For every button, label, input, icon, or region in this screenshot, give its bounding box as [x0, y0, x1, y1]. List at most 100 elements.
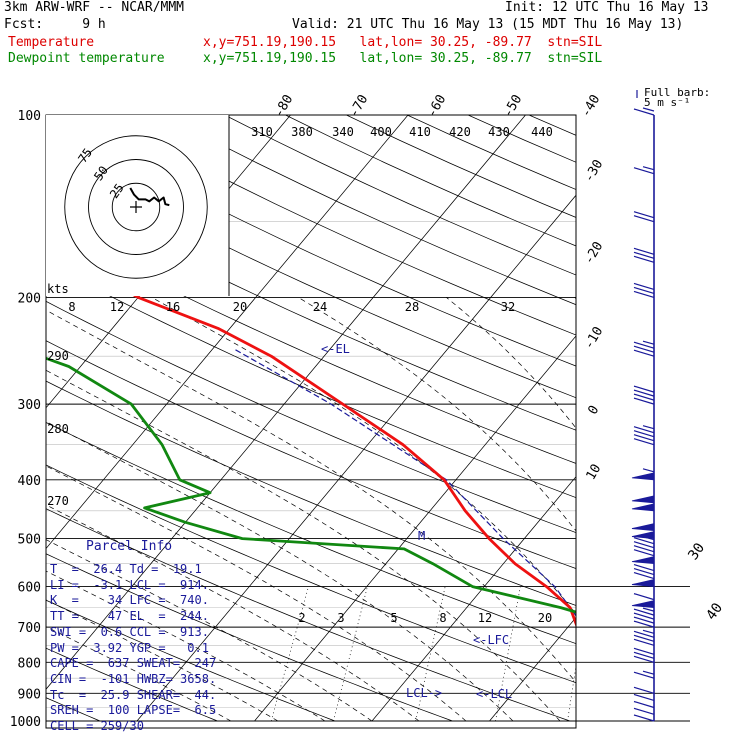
valid-time: Valid: 21 UTC Thu 16 May 13 (15 MDT Thu …: [292, 17, 684, 32]
barb-full: [633, 671, 655, 679]
lfc-marker: <-LFC: [473, 633, 509, 647]
hodograph-trace: [129, 187, 170, 207]
dry-adiabat-480: [590, 115, 740, 721]
barb-full: [633, 397, 655, 405]
wind-barb-250: [633, 340, 655, 357]
barb-full: [633, 389, 655, 397]
plot-frame: [45, 114, 577, 729]
speed-label-12: 12: [110, 300, 124, 314]
wind-barb-550: [631, 536, 655, 565]
hodograph-ring-25: [111, 182, 161, 232]
parcel-info-row: Tc = 25.9 SHEAR= 44.: [50, 687, 217, 702]
wind-barb-100: [633, 107, 655, 116]
mixing-ratio-label-2: 2: [298, 611, 305, 625]
pressure-label-200: 200: [18, 291, 41, 306]
lcl-marker-right: <-LCL: [476, 687, 512, 701]
isotherm-label-40: 40: [703, 600, 726, 623]
mixing-ratio-label-20: 20: [538, 611, 552, 625]
speed-label-8: 8: [68, 300, 75, 314]
barb-legend-units: 5 m s⁻¹: [644, 96, 690, 109]
barb-full: [633, 647, 655, 655]
dry-adiabat-320: [46, 380, 576, 606]
isotherm-label--60: -60: [425, 92, 450, 120]
barb-full: [633, 438, 655, 446]
hodograph-ring-label-50: 50: [91, 163, 111, 183]
isotherm--10: [254, 335, 576, 722]
dry-adiabat-420: [224, 115, 576, 276]
barb-full: [633, 211, 655, 219]
barb-full: [633, 167, 655, 175]
wind-barb-1000: [633, 714, 655, 722]
barb-full: [633, 571, 655, 580]
theta-label-270: 270: [47, 494, 69, 508]
parcel-info-row: LI = -3.1 LCL = 914.: [50, 577, 209, 592]
dry-adiabat-370: [46, 187, 576, 431]
barb-full: [633, 537, 655, 545]
isotherm-label--50: -50: [501, 92, 526, 120]
theta-label-380: 380: [291, 125, 313, 139]
storm-motion-marker: M: [418, 529, 425, 543]
dry-adiabat-380: [46, 151, 576, 399]
barb-full: [633, 567, 655, 576]
barb-half: [642, 629, 655, 634]
parcel-info-row: CIN = -101 HWBZ= 3658.: [50, 671, 217, 686]
dewpoint-location: x,y=751.19,190.15 lat,lon= 30.25, -89.77…: [203, 51, 603, 66]
barb-full: [633, 541, 655, 549]
barb-full: [633, 714, 655, 722]
barb-half: [642, 107, 655, 112]
dry-adiabat-350: [46, 262, 576, 499]
wind-barb-150: [633, 211, 655, 223]
moist-adiabat-16: [46, 369, 561, 722]
mixing-ratio-label-12: 12: [478, 611, 492, 625]
parcel-info-panel: Parcel Info T = 26.4 Td = 19.1 LI = -3.1 …: [48, 537, 230, 733]
parcel-info-row: PW = 3.92 YGP = 0.1: [50, 640, 209, 655]
isotherm-0: [371, 476, 576, 722]
moist-adiabat-8: [46, 465, 467, 722]
pressure-label-1000: 1000: [10, 715, 41, 730]
isotherm-label--30: -30: [582, 157, 607, 185]
moist-adiabat-4: [46, 504, 420, 722]
wind-barb-450: [631, 495, 655, 512]
isotherm-10: [489, 616, 576, 722]
dry-adiabat-340: [46, 300, 576, 534]
hodograph-origin: [130, 201, 142, 213]
barb-full: [633, 215, 655, 223]
isotherm-label-0: 0: [586, 403, 603, 417]
isotherm-label--70: -70: [347, 92, 372, 120]
barb-full: [633, 108, 655, 116]
parcel-info-row: TT = 47 EL = 244.: [50, 609, 209, 624]
dewpoint-profile: [46, 356, 576, 614]
mixing-ratio-label-5: 5: [390, 611, 397, 625]
moist-adiabat-36: [574, 297, 576, 300]
barb-full: [633, 349, 655, 357]
moist-adiabat-32: [446, 297, 576, 429]
barb-full: [633, 434, 655, 442]
barb-legend-title: Full barb:: [644, 86, 710, 99]
hodograph-background: [46, 115, 229, 296]
dry-adiabat-280: [46, 553, 453, 722]
wind-barbs: [631, 107, 655, 722]
barb-full: [633, 385, 655, 393]
barb-full: [633, 634, 655, 642]
isotherm--30: [46, 115, 526, 690]
parcel-trace: [235, 349, 576, 617]
dry-adiabat-430: [285, 115, 576, 247]
dry-adiabat-440: [346, 115, 576, 218]
barb-half: [642, 468, 655, 473]
hodograph-units: kts: [47, 282, 69, 296]
barb-half: [642, 425, 655, 430]
hodograph-ring-label-25: 25: [107, 181, 127, 201]
moist-adiabat--4: [46, 570, 326, 722]
barb-full: [633, 251, 655, 259]
mixing-ratio-8: [495, 586, 521, 722]
barb-full: [633, 612, 655, 620]
isotherm-label--10: -10: [582, 324, 607, 352]
wind-barb-200: [633, 282, 655, 298]
temperature-location: x,y=751.19,190.15 lat,lon= 30.25, -89.77…: [203, 35, 603, 50]
wind-barb-850: [633, 670, 655, 679]
forecast-hour: Fcst: 9 h: [4, 17, 106, 32]
barb-full: [633, 700, 655, 709]
mixing-ratio-2: [270, 586, 309, 722]
moist-adiabat-20: [46, 309, 576, 683]
